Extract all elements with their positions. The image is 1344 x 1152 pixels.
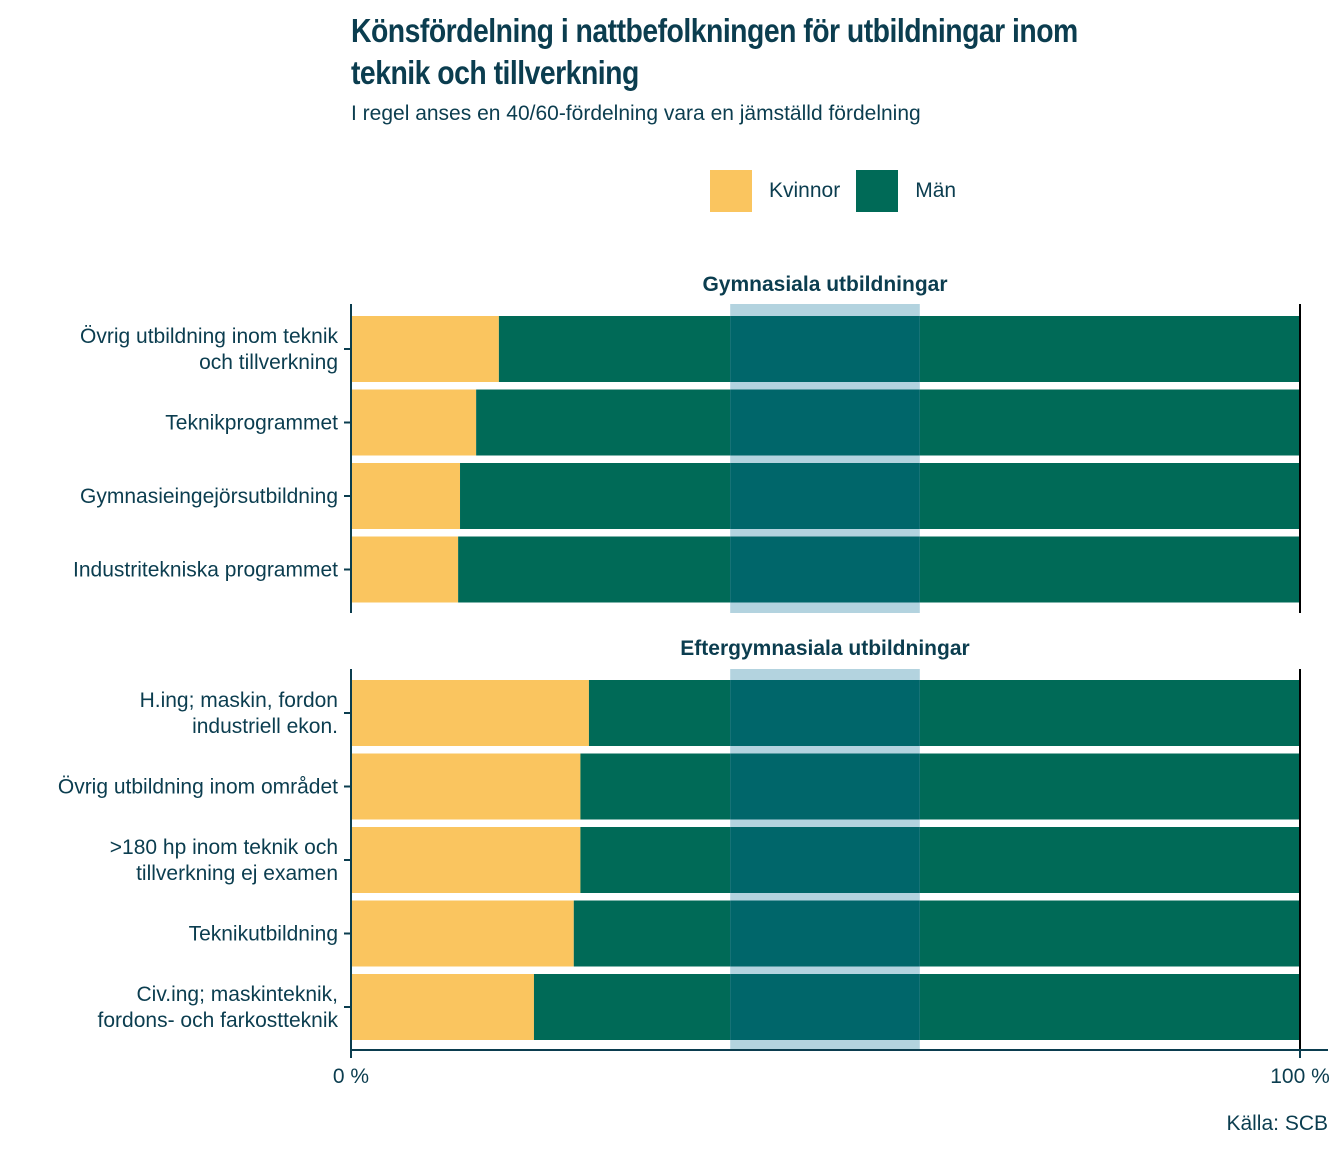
category-label: H.ing; maskin, fordon industriell ekon. [140, 689, 338, 738]
bar-kvinnor [351, 680, 589, 746]
equality-band-overlap [730, 680, 920, 746]
category-label: Industritekniska programmet [73, 559, 338, 582]
legend-item-kvinnor: Kvinnor [710, 170, 840, 212]
bar-kvinnor [351, 463, 461, 529]
category-label: Övrig utbildning inom teknik och tillverk… [80, 325, 338, 374]
panel-title: Eftergymnasiala utbildningar [680, 637, 969, 660]
equality-band-overlap [730, 389, 920, 456]
category-label: Gymnasieingejörsutbildning [80, 485, 338, 508]
bar-kvinnor [351, 827, 581, 893]
bar-kvinnor [351, 753, 581, 820]
equality-band-overlap [730, 536, 920, 603]
bar-kvinnor [351, 974, 534, 1040]
bar-man [573, 900, 1299, 967]
bar-kvinnor [351, 536, 459, 603]
panel-title: Gymnasiala utbildningar [702, 273, 947, 296]
chart-subtitle: I regel anses en 40/60-fördelning vara e… [351, 102, 921, 125]
chart-title: Könsfördelning i nattbefolkningen för ut… [351, 10, 1125, 94]
bar-kvinnor [351, 389, 477, 456]
legend-item-man: Män [856, 170, 956, 212]
x-tick-label: 100 % [1270, 1065, 1330, 1088]
category-label: Teknikprogrammet [165, 412, 338, 435]
chart-title-line-2: teknik och tillverkning [351, 54, 639, 91]
bar-man [580, 827, 1299, 893]
bar-man [588, 680, 1299, 746]
equality-band-overlap [730, 827, 920, 893]
legend-swatch-kvinnor [710, 170, 752, 212]
chart-title-line-1: Könsfördelning i nattbefolkningen för ut… [351, 12, 1078, 49]
equality-band-overlap [730, 974, 920, 1040]
category-label: Övrig utbildning inom området [58, 776, 338, 799]
equality-band-overlap [730, 900, 920, 967]
bar-kvinnor [351, 316, 499, 382]
source-note: Källa: SCB [1226, 1112, 1328, 1135]
equality-band-overlap [730, 753, 920, 820]
legend-swatch-man [856, 170, 899, 212]
category-label: Teknikutbildning [189, 923, 338, 946]
legend-label-man: Män [915, 179, 957, 202]
legend: Kvinnor Män [710, 170, 972, 212]
category-label: >180 hp inom teknik och tillverkning ej e… [110, 836, 338, 885]
category-label: Civ.ing; maskinteknik, fordons- och farko… [98, 983, 339, 1032]
bar-kvinnor [351, 900, 574, 967]
x-tick-label: 0 % [333, 1065, 369, 1088]
equality-band-overlap [730, 316, 920, 382]
bar-man [580, 753, 1299, 820]
equality-band-overlap [730, 463, 920, 529]
legend-label-kvinnor: Kvinnor [769, 179, 841, 202]
